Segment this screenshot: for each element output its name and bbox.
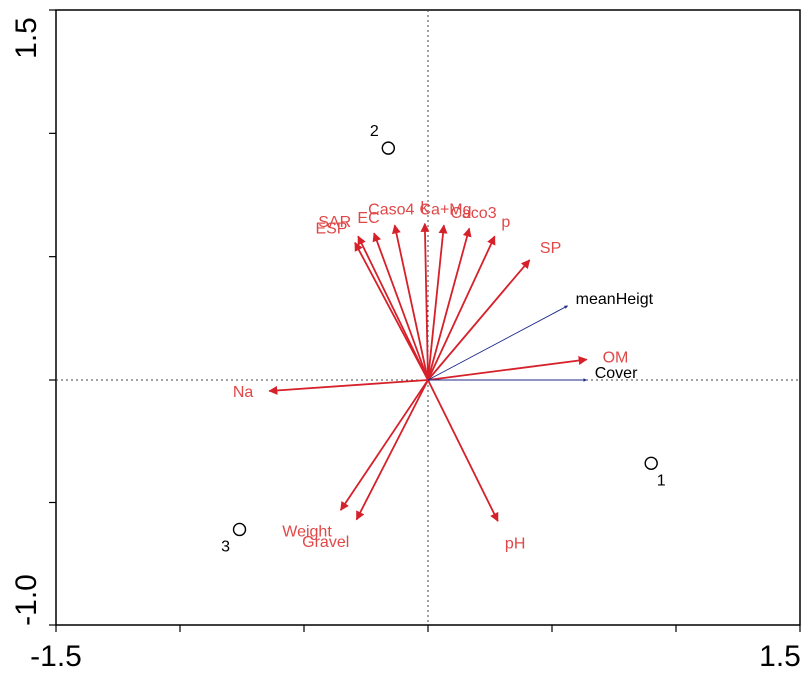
env-vector-label-esp: ESP (315, 221, 347, 238)
site-label-1: 1 (657, 472, 666, 489)
env-vector-na (268, 379, 429, 395)
env-vector-ec (372, 232, 429, 381)
y-tick-label-max: 1.5 (10, 17, 43, 59)
species-vector-label-cover: Cover (595, 365, 638, 382)
sites: 1 2 3 (221, 123, 666, 555)
env-vector-sp (427, 259, 531, 381)
env-vector-esp (354, 241, 429, 381)
env-vector-label-gravel: Gravel (302, 534, 349, 551)
env-vector-k (420, 222, 430, 381)
env-vector-p (427, 235, 496, 381)
site-point-3 (232, 522, 247, 537)
site-point-2 (381, 141, 396, 155)
env-vector-caco3 (427, 227, 472, 381)
env-vector-label-p: p (501, 214, 510, 231)
env-vector-label-sp: SP (540, 240, 561, 257)
plot-frame (55, 9, 801, 626)
env-vector-ca-mg (427, 224, 448, 381)
env-vector-label-ec: EC (357, 210, 379, 227)
env-vector-label-k: k (421, 200, 430, 217)
x-tick-label-min: -1.5 (30, 640, 82, 673)
env-vector-label-ca-mg: Ca+Mg (419, 201, 471, 218)
env-vector-label-caso4: Caso4 (368, 202, 414, 219)
vectors: Caso4 kCa+Mg SAR EC Caco3 p ESP SP OM Na WeightGra… (233, 200, 654, 553)
site-label-3: 3 (221, 538, 230, 555)
env-vector-caso4 (391, 224, 429, 381)
env-vector-om (427, 356, 588, 381)
y-tick-label-min: -1.0 (10, 574, 43, 626)
species-vector-meanheigt (427, 305, 568, 381)
species-vector-label-meanheigt: meanHeigt (576, 291, 654, 308)
site-point-1 (644, 456, 658, 470)
site-label-2: 2 (370, 123, 379, 140)
zero-lines (56, 10, 800, 625)
env-vector-gravel (355, 379, 429, 521)
env-vector-sar (357, 235, 429, 381)
x-tick-label-max: 1.5 (759, 640, 801, 673)
env-vector-label-na: Na (233, 384, 254, 401)
env-vector-label-caco3: Caco3 (450, 205, 496, 222)
env-vector-label-weight: Weight (282, 523, 332, 540)
env-vector-ph (427, 379, 499, 522)
env-vector-label-sar: SAR (318, 214, 351, 231)
env-vector-label-ph: pH (505, 535, 525, 552)
axis-ticks (49, 9, 801, 632)
env-vector-weight (339, 379, 429, 511)
env-vector-label-om: OM (603, 349, 629, 366)
